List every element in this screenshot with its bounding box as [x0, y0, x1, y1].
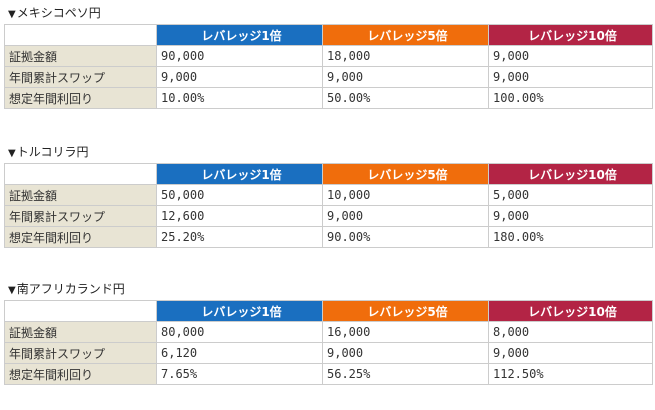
header-leverage-10x: レバレッジ10倍	[488, 24, 653, 46]
corner-cell	[4, 24, 157, 46]
cell-value: 5,000	[488, 184, 653, 206]
cell-value: 9,000	[488, 66, 653, 88]
section-title: ▼メキシコペソ円	[8, 3, 101, 23]
row-label-annual-swap: 年間累計スワップ	[4, 342, 157, 364]
cell-value: 50,000	[156, 184, 323, 206]
cell-value: 80,000	[156, 321, 323, 343]
cell-value: 90,000	[156, 45, 323, 67]
table-row: 証拠金額 90,000 18,000 9,000	[4, 45, 653, 67]
header-leverage-1x: レバレッジ1倍	[156, 300, 323, 322]
triangle-marker-icon: ▼	[8, 285, 16, 296]
cell-value: 9,000	[322, 66, 489, 88]
row-label-annual-yield: 想定年間利回り	[4, 363, 157, 385]
table-row: 想定年間利回り 10.00% 50.00% 100.00%	[4, 87, 653, 109]
cell-value: 10.00%	[156, 87, 323, 109]
section-title-text: トルコリラ円	[16, 145, 89, 159]
cell-value: 50.00%	[322, 87, 489, 109]
cell-value: 6,120	[156, 342, 323, 364]
row-label-margin: 証拠金額	[4, 321, 157, 343]
cell-value: 16,000	[322, 321, 489, 343]
cell-value: 56.25%	[322, 363, 489, 385]
section-title: ▼トルコリラ円	[8, 142, 88, 162]
cell-value: 8,000	[488, 321, 653, 343]
cell-value: 9,000	[322, 342, 489, 364]
cell-value: 9,000	[488, 342, 653, 364]
cell-value: 12,600	[156, 205, 323, 227]
header-row: レバレッジ1倍 レバレッジ5倍 レバレッジ10倍	[4, 24, 653, 46]
row-label-annual-swap: 年間累計スワップ	[4, 205, 157, 227]
cell-value: 9,000	[488, 205, 653, 227]
triangle-marker-icon: ▼	[8, 148, 16, 159]
cell-value: 7.65%	[156, 363, 323, 385]
cell-value: 9,000	[488, 45, 653, 67]
corner-cell	[4, 163, 157, 185]
header-row: レバレッジ1倍 レバレッジ5倍 レバレッジ10倍	[4, 300, 653, 322]
leverage-table: レバレッジ1倍 レバレッジ5倍 レバレッジ10倍 証拠金額 50,000 10,…	[4, 163, 653, 248]
row-label-margin: 証拠金額	[4, 184, 157, 206]
table-row: 証拠金額 50,000 10,000 5,000	[4, 184, 653, 206]
cell-value: 25.20%	[156, 226, 323, 248]
cell-value: 18,000	[322, 45, 489, 67]
leverage-table: レバレッジ1倍 レバレッジ5倍 レバレッジ10倍 証拠金額 80,000 16,…	[4, 300, 653, 385]
header-leverage-1x: レバレッジ1倍	[156, 24, 323, 46]
header-leverage-10x: レバレッジ10倍	[488, 163, 653, 185]
header-leverage-10x: レバレッジ10倍	[488, 300, 653, 322]
section-title-text: 南アフリカランド円	[16, 282, 125, 296]
cell-value: 180.00%	[488, 226, 653, 248]
table-row: 証拠金額 80,000 16,000 8,000	[4, 321, 653, 343]
table-row: 年間累計スワップ 12,600 9,000 9,000	[4, 205, 653, 227]
row-label-margin: 証拠金額	[4, 45, 157, 67]
cell-value: 10,000	[322, 184, 489, 206]
header-leverage-1x: レバレッジ1倍	[156, 163, 323, 185]
row-label-annual-swap: 年間累計スワップ	[4, 66, 157, 88]
header-leverage-5x: レバレッジ5倍	[322, 163, 489, 185]
table-row: 想定年間利回り 7.65% 56.25% 112.50%	[4, 363, 653, 385]
cell-value: 9,000	[156, 66, 323, 88]
cell-value: 9,000	[322, 205, 489, 227]
cell-value: 112.50%	[488, 363, 653, 385]
leverage-table: レバレッジ1倍 レバレッジ5倍 レバレッジ10倍 証拠金額 90,000 18,…	[4, 24, 653, 109]
section-title: ▼南アフリカランド円	[8, 279, 125, 299]
table-row: 年間累計スワップ 9,000 9,000 9,000	[4, 66, 653, 88]
header-leverage-5x: レバレッジ5倍	[322, 300, 489, 322]
header-row: レバレッジ1倍 レバレッジ5倍 レバレッジ10倍	[4, 163, 653, 185]
table-row: 想定年間利回り 25.20% 90.00% 180.00%	[4, 226, 653, 248]
corner-cell	[4, 300, 157, 322]
cell-value: 90.00%	[322, 226, 489, 248]
cell-value: 100.00%	[488, 87, 653, 109]
section-title-text: メキシコペソ円	[16, 6, 101, 20]
triangle-marker-icon: ▼	[8, 9, 16, 20]
row-label-annual-yield: 想定年間利回り	[4, 226, 157, 248]
row-label-annual-yield: 想定年間利回り	[4, 87, 157, 109]
table-row: 年間累計スワップ 6,120 9,000 9,000	[4, 342, 653, 364]
header-leverage-5x: レバレッジ5倍	[322, 24, 489, 46]
